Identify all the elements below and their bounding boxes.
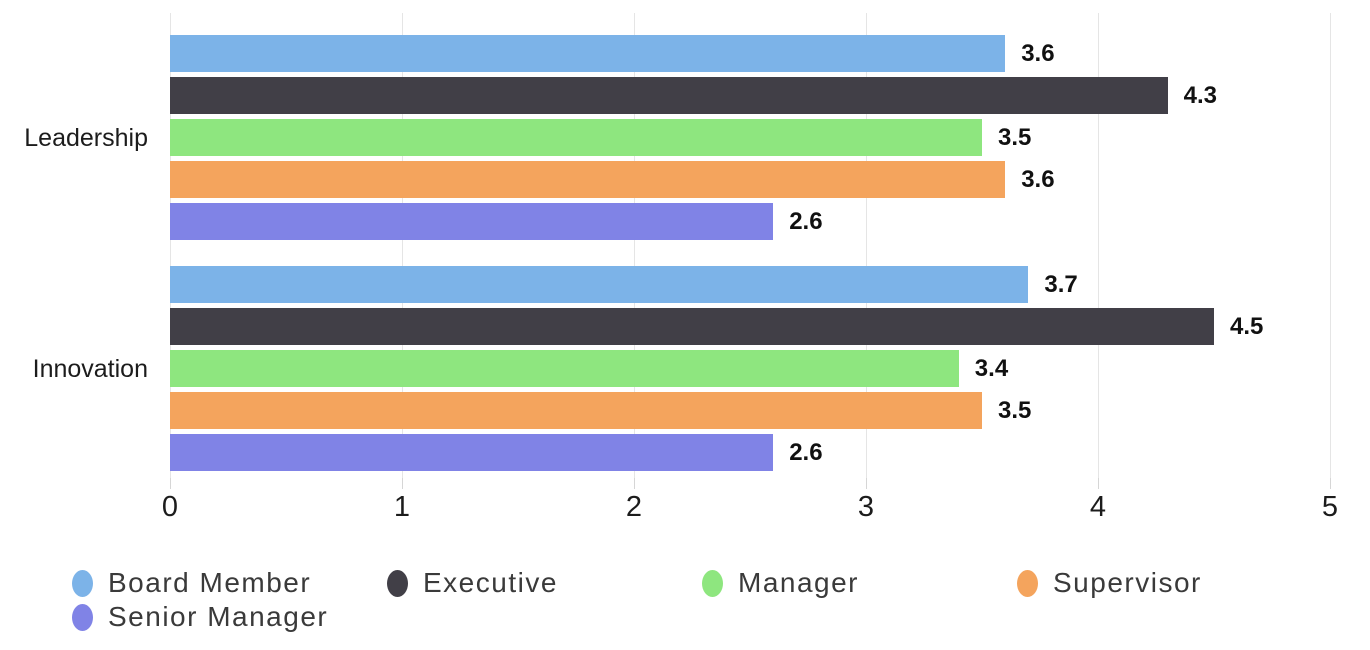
x-tick-label: 1 [393, 491, 411, 523]
legend-item-supervisor[interactable]: Supervisor [1017, 566, 1332, 600]
legend-swatch-icon [387, 569, 408, 597]
x-axis-tick [866, 478, 867, 489]
legend-item-executive[interactable]: Executive [387, 566, 702, 600]
legend-label: Executive [423, 567, 558, 598]
bar-executive[interactable] [170, 308, 1214, 345]
gridline [170, 13, 171, 478]
legend-swatch-icon [72, 603, 93, 631]
bar-value-label: 3.4 [974, 355, 1009, 382]
legend-label: Supervisor [1053, 567, 1202, 598]
gridline [1330, 13, 1331, 478]
gridline [1098, 13, 1099, 478]
x-tick-label: 0 [161, 491, 179, 523]
bar-senior-manager[interactable] [170, 203, 774, 240]
x-axis-tick [634, 478, 635, 489]
x-axis-tick [170, 478, 171, 489]
legend-label: Manager [738, 567, 860, 598]
bar-supervisor[interactable] [170, 392, 982, 429]
legend-label: Senior Manager [108, 601, 329, 632]
gridline [866, 13, 867, 478]
bar-value-label: 3.6 [1021, 166, 1055, 193]
bar-board-member[interactable] [170, 35, 1006, 72]
legend-swatch-icon [1017, 569, 1038, 597]
category-label: Innovation [32, 354, 148, 383]
category-label: Leadership [24, 123, 148, 152]
gridline [634, 13, 635, 478]
x-tick-label: 3 [857, 491, 875, 523]
bar-value-label: 2.6 [789, 208, 823, 235]
legend-item-manager[interactable]: Manager [702, 566, 1017, 600]
bar-value-label: 4.5 [1230, 313, 1264, 340]
bar-manager[interactable] [170, 119, 982, 156]
legend-item-board-member[interactable]: Board Member [72, 566, 387, 600]
bar-value-label: 3.7 [1044, 271, 1078, 298]
bar-value-label: 4.3 [1183, 82, 1217, 109]
legend: Board Member Executive Manager Supervisor Se… [72, 566, 1368, 634]
plot-area: 0 1 2 3 4 5 3.6 4.3 3.5 3.6 2.6 3.7 4.5 3.4 3.5 2.6 [162, 13, 1338, 523]
x-axis-tick [1098, 478, 1099, 489]
x-tick-label: 5 [1321, 491, 1339, 523]
gridline [402, 13, 403, 478]
bar-supervisor[interactable] [170, 161, 1006, 198]
bar-board-member[interactable] [170, 266, 1029, 303]
legend-swatch-icon [702, 569, 723, 597]
legend-swatch-icon [72, 569, 93, 597]
bar-value-label: 3.5 [998, 124, 1032, 151]
legend-label: Board Member [108, 567, 312, 598]
bar-executive[interactable] [170, 77, 1168, 114]
x-tick-label: 2 [625, 491, 643, 523]
bar-value-label: 3.5 [998, 397, 1032, 424]
x-tick-label: 4 [1089, 491, 1107, 523]
bar-value-label: 3.6 [1021, 40, 1055, 67]
x-axis-tick [1330, 478, 1331, 489]
legend-item-senior-manager[interactable]: Senior Manager [72, 600, 387, 634]
x-axis-tick [402, 478, 403, 489]
bar-value-label: 2.6 [789, 439, 823, 466]
bar-manager[interactable] [170, 350, 959, 387]
bar-senior-manager[interactable] [170, 434, 774, 471]
